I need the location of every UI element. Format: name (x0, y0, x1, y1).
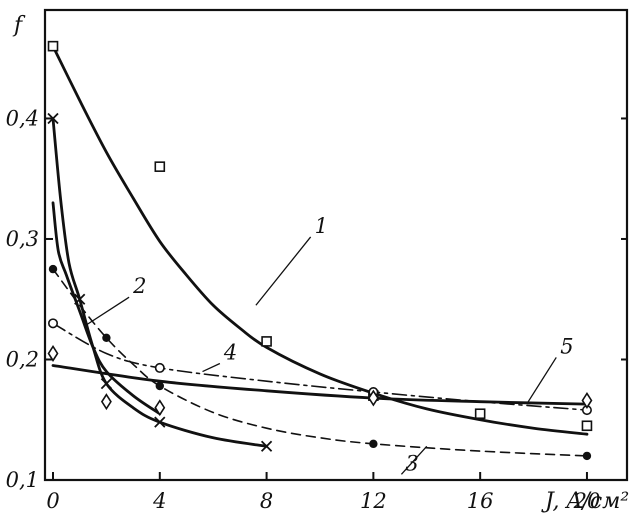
series-2-point-0 (48, 264, 58, 274)
y-tick-label-2: 0,3 (6, 227, 39, 251)
series-2-point-4 (582, 451, 592, 461)
series-5-curve-b (51, 364, 589, 406)
series-5-point-1 (100, 393, 112, 411)
x-tick-label-0: 0 (46, 489, 59, 513)
series-1-label: 1 (315, 214, 328, 238)
y-tick-label-0: 0,1 (6, 468, 39, 492)
series-3-curve (51, 117, 268, 448)
series-5-point-4 (581, 391, 593, 409)
series-2-curve (52, 268, 588, 457)
series-3-label: 3 (405, 451, 418, 475)
series-3-point-1 (74, 293, 86, 305)
series-3-point-4 (260, 440, 273, 452)
series-4-point-0 (48, 318, 59, 329)
x-axis-label: J, A/см² (541, 489, 629, 514)
series-1-point-2 (261, 336, 272, 347)
series-3-point-2 (100, 377, 113, 390)
series-5-point-3 (367, 389, 379, 407)
series-5-label: 5 (560, 334, 573, 358)
series-label-leaders (84, 236, 557, 475)
plot-border (43, 8, 629, 482)
x-tick-label-2: 8 (260, 489, 273, 513)
x-tick-label-3: 12 (360, 489, 387, 513)
series-1-point-1 (154, 161, 166, 172)
series-2-point-1 (102, 333, 111, 342)
plot-frame (43, 8, 629, 482)
series-3-point-3 (154, 416, 166, 428)
series-4-leader (202, 362, 221, 373)
x-tick-label-4: 16 (467, 489, 494, 513)
series-curves (51, 44, 589, 457)
y-tick-label-3: 0,4 (6, 106, 39, 130)
series-1-point-0 (47, 40, 59, 52)
series-1-leader (255, 236, 312, 306)
series-5-point-0 (47, 344, 59, 362)
series-1-point-5 (581, 420, 593, 432)
y-tick-label-1: 0,2 (6, 347, 39, 371)
series-2-point-2 (155, 381, 164, 391)
series-2-label: 2 (132, 274, 146, 298)
y-axis-label: f (12, 13, 26, 38)
series-1-curve (51, 44, 589, 436)
series-5-curve (51, 201, 162, 416)
series-3-leader (400, 445, 428, 475)
series-2-point-3 (369, 439, 378, 449)
x-tick-label-1: 4 (152, 489, 166, 513)
series-4-point-1 (154, 362, 165, 373)
axis-ticks: 0 4 8 12 16 200,10,20,30,4 (6, 106, 627, 513)
series-markers (47, 40, 593, 461)
series-5-leader (527, 357, 557, 403)
x-tick-label-5: 20 (573, 489, 601, 513)
series-3-point-0 (47, 112, 59, 125)
series-4-label: 4 (223, 340, 237, 364)
series-1-point-4 (474, 408, 486, 420)
series-2-leader (84, 296, 130, 327)
series-5-point-2 (154, 399, 166, 417)
